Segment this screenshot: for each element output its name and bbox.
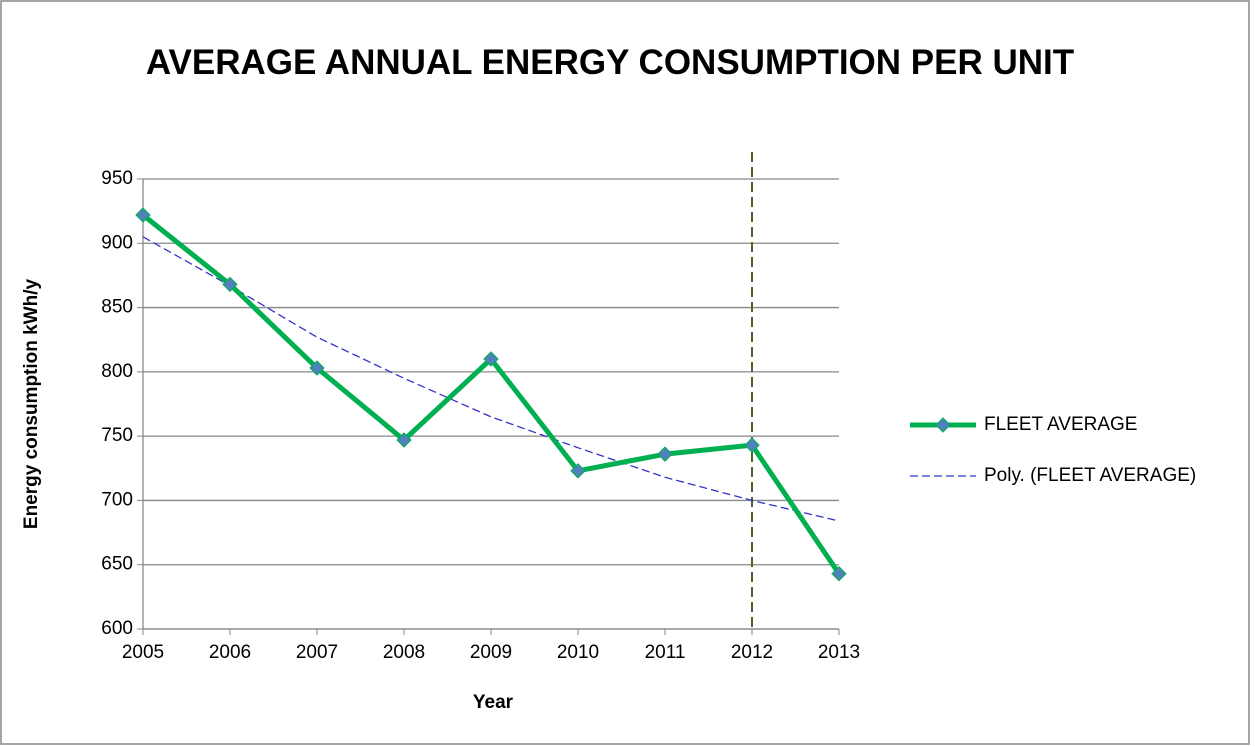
data-point [570,463,586,479]
y-tick-label: 800 [101,361,133,382]
trend-line [142,236,840,522]
y-tick-label: 650 [101,554,133,575]
y-tick-label: 950 [101,168,133,189]
x-tick-label: 2013 [818,642,860,663]
y-tick-label: 700 [101,489,133,510]
x-tick-label: 2009 [470,642,512,663]
chart-title: AVERAGE ANNUAL ENERGY CONSUMPTION PER UN… [145,43,1075,82]
data-point [744,437,760,453]
y-axis-label: Energy consumption kWh/y [21,278,42,529]
x-tick-label: 2005 [122,642,164,663]
y-tick-label: 600 [101,618,133,639]
x-tick-label: 2007 [296,642,338,663]
x-tick-label: 2011 [645,642,686,663]
data-point [135,207,151,223]
x-tick-label: 2010 [557,642,599,663]
y-tick-label: 750 [101,425,133,446]
legend-marker [935,417,951,433]
legend-label: Poly. (FLEET AVERAGE) [984,465,1196,486]
y-tick-label: 900 [101,232,133,253]
x-axis-label: Year [473,692,514,713]
x-tick-label: 2008 [383,642,425,663]
data-point [831,566,847,582]
data-point [483,351,499,367]
x-tick-label: 2012 [731,642,773,663]
legend-label: FLEET AVERAGE [984,414,1137,435]
x-tick-label: 2006 [209,642,251,663]
y-tick-label: 850 [101,297,133,318]
data-point [657,446,673,462]
data-point [222,276,238,293]
data-point [309,360,325,376]
data-point [396,432,412,448]
